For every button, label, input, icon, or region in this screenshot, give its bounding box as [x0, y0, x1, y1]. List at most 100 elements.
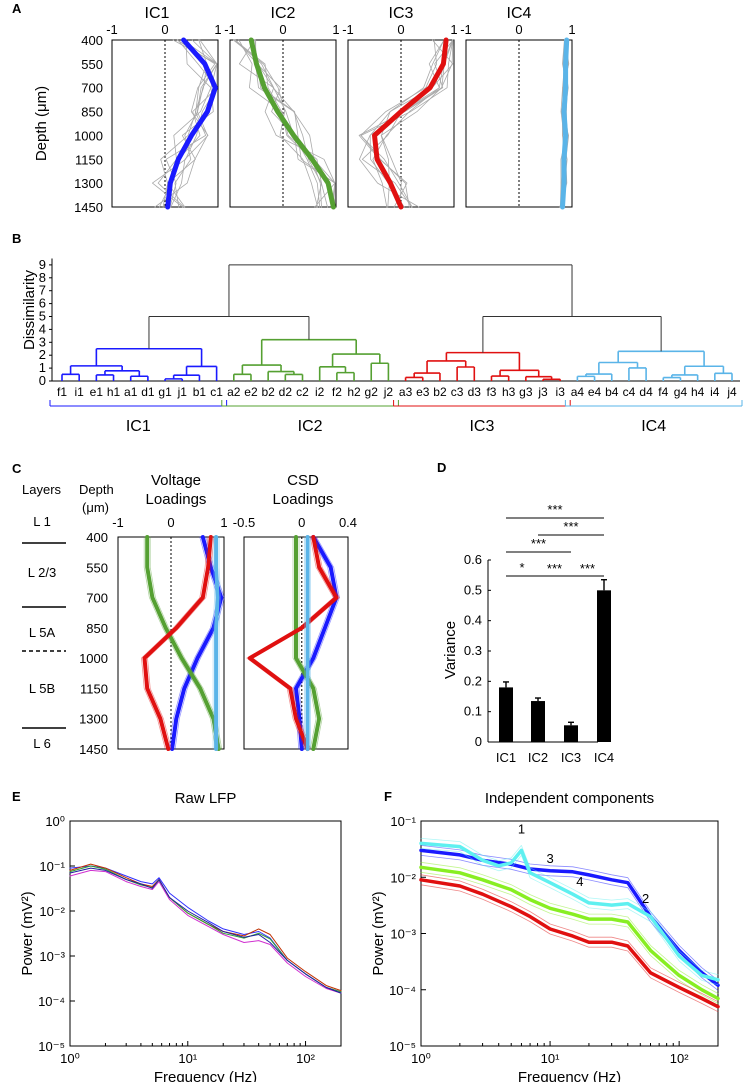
x-tick-label: 1: [450, 22, 457, 37]
axes-box: [69, 820, 342, 1047]
x-tick-label: -1: [460, 22, 472, 37]
y-tick-label: 7: [39, 283, 46, 298]
significance-label: ***: [580, 561, 595, 576]
layers-header: Layers: [22, 482, 62, 497]
confidence-band: [141, 536, 209, 750]
layer-label: L 5B: [29, 681, 55, 696]
peak-annotation: 3: [546, 851, 553, 866]
depth-axis-label: Depth (μm): [33, 86, 50, 161]
depth-tick: 1000: [74, 128, 103, 143]
leaf-label: j4: [726, 385, 737, 399]
leaf-label: e2: [244, 385, 258, 399]
y-tick-label: 0.4: [464, 613, 482, 628]
mean-trace-ic1: [165, 37, 218, 210]
leaf-label: e4: [588, 385, 602, 399]
y-tick-label: 0.3: [464, 643, 482, 658]
leaf-label: h2: [347, 385, 361, 399]
csd-title: Loadings: [273, 491, 334, 508]
frequency-axis-label: Frequency (Hz): [154, 1069, 257, 1082]
leaf-label: d1: [141, 385, 155, 399]
confidence-band: [292, 536, 317, 750]
voltage-title: Loadings: [146, 491, 207, 508]
power-axis-label: Power (mV²): [19, 891, 36, 975]
leaf-label: f2: [332, 385, 342, 399]
leaf-label: f1: [57, 385, 67, 399]
depth-tick: 850: [81, 105, 103, 120]
confidence-band: [420, 871, 719, 1004]
leaf-label: i2: [315, 385, 325, 399]
loading-trace-ic1: [294, 535, 339, 751]
confidence-band: [420, 874, 719, 1003]
ic-title: IC4: [507, 5, 532, 22]
leaf-label: e1: [90, 385, 104, 399]
panel-label-f: F: [384, 789, 392, 804]
leaf-label: g3: [519, 385, 533, 399]
leaf-label: i4: [710, 385, 720, 399]
significance-label: ***: [547, 561, 562, 576]
y-tick-label: 10⁰: [45, 814, 65, 829]
mean-trace-ic3: [372, 37, 449, 210]
leaf-label: a2: [227, 385, 241, 399]
panel-label-b: B: [12, 231, 21, 246]
spectrum-trace: [69, 869, 342, 994]
leaf-label: h1: [107, 385, 121, 399]
significance-label: ***: [547, 502, 562, 517]
confidence-band: [212, 536, 216, 750]
category-label: IC3: [561, 750, 581, 765]
spectrum-ic3: [419, 878, 720, 1009]
leaf-label: g1: [158, 385, 172, 399]
dissimilarity-axis-label: Dissimilarity: [21, 270, 38, 350]
leaf-label: c4: [623, 385, 636, 399]
depth-tick: 700: [81, 81, 103, 96]
leaf-label: f3: [486, 385, 496, 399]
individual-trace: [170, 39, 216, 208]
layer-label: L 2/3: [28, 565, 56, 580]
leaf-label: d4: [639, 385, 653, 399]
leaf-label: a3: [399, 385, 413, 399]
leaf-label: a1: [124, 385, 138, 399]
layer-label: L 5A: [29, 625, 56, 640]
group-label: IC4: [641, 418, 666, 435]
leaf-label: b2: [261, 385, 275, 399]
depth-tick: 400: [81, 33, 103, 48]
mean-trace-ic4: [560, 37, 570, 210]
depth-tick: 1450: [79, 742, 108, 757]
ic-title: IC3: [389, 5, 414, 22]
y-tick-label: 10⁻⁵: [38, 1039, 65, 1054]
y-tick-label: 8: [39, 270, 46, 285]
y-tick-label: 4: [39, 321, 46, 336]
variance-bar-ic4: [597, 590, 611, 742]
group-label: IC1: [126, 418, 151, 435]
confidence-band: [420, 838, 719, 976]
loading-trace-ic3: [247, 535, 339, 751]
variance-bar-ic3: [564, 725, 578, 742]
y-tick-label: 0.2: [464, 673, 482, 688]
y-tick-label: 1: [39, 360, 46, 375]
x-tick-label: 10²: [296, 1051, 315, 1066]
y-tick-label: 5: [39, 309, 46, 324]
confidence-band: [218, 536, 222, 750]
y-tick-label: 3: [39, 334, 46, 349]
depth-tick: 1450: [74, 200, 103, 215]
loading-trace-ic2: [145, 535, 221, 751]
y-tick-label: 10⁻²: [39, 904, 65, 919]
confidence-band: [168, 536, 219, 750]
panel-e: E Raw LFP 10⁰ 10¹ 10² 10⁰ 10⁻¹ 10⁻² 10⁻³ 10⁻⁴ 10⁻⁵…: [12, 789, 342, 1082]
depth-tick: 400: [86, 530, 108, 545]
y-tick-label: 2: [39, 347, 46, 362]
x-tick-label: -1: [106, 22, 118, 37]
depth-tick: 850: [86, 621, 108, 636]
individual-trace: [255, 39, 336, 208]
individual-trace: [360, 39, 438, 208]
individual-trace: [254, 39, 336, 208]
spectrum-trace: [69, 867, 342, 994]
panel-label-a: A: [12, 1, 22, 16]
x-tick-label: 1: [568, 22, 575, 37]
leaf-label: b1: [193, 385, 207, 399]
peak-annotation: 1: [518, 821, 525, 836]
individual-trace: [360, 39, 454, 208]
y-tick-label: 10⁻³: [390, 927, 416, 942]
category-label: IC2: [528, 750, 548, 765]
